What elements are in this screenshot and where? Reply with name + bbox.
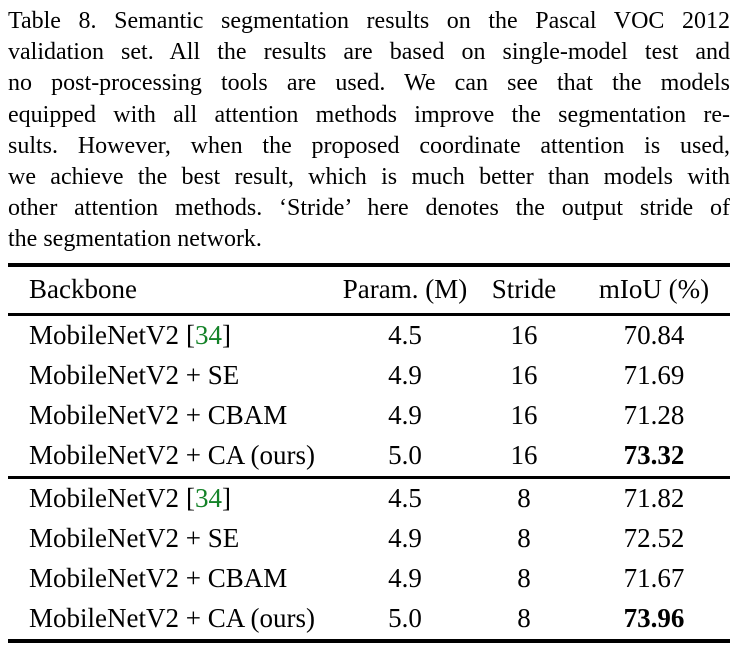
table-row: MobileNetV2 + SE 4.9 16 71.69: [8, 356, 730, 396]
caption-line: other attention methods. ‘Stride’ here d…: [8, 195, 730, 222]
miou-cell: 71.28: [623, 400, 685, 430]
table-rule-bottom: [8, 638, 730, 643]
header-param: Param. (M): [342, 274, 468, 304]
table-row: MobileNetV2 + CA (ours) 5.0 8 73.96: [8, 599, 730, 639]
citation-link[interactable]: [34]: [186, 483, 231, 513]
table-header-row: Backbone Param. (M) Stride mIoU (%): [8, 267, 730, 313]
backbone-name: MobileNetV2 + CBAM: [29, 400, 288, 430]
miou-cell: 71.67: [623, 563, 685, 593]
backbone-name: MobileNetV2 + SE: [29, 360, 240, 390]
backbone-cell: MobileNetV2 + SE: [8, 523, 340, 554]
backbone-name: MobileNetV2 + CA (ours): [29, 603, 315, 633]
table-row: MobileNetV2 [34] 4.5 8 71.82: [8, 479, 730, 519]
param-cell: 4.9: [388, 523, 422, 553]
param-cell: 4.5: [388, 320, 422, 350]
citation-bracket-open: [: [185, 483, 195, 513]
miou-cell: 72.52: [623, 523, 685, 553]
citation-bracket-close: ]: [221, 320, 231, 350]
table-row: MobileNetV2 + CBAM 4.9 8 71.67: [8, 559, 730, 599]
backbone-name: MobileNetV2: [29, 320, 179, 350]
table-rule-mid: [8, 475, 730, 479]
backbone-cell: MobileNetV2 + SE: [8, 360, 340, 391]
param-cell: 4.9: [388, 400, 422, 430]
stride-cell: 16: [510, 360, 538, 390]
backbone-cell: MobileNetV2 [34]: [8, 483, 340, 514]
miou-cell: 73.96: [623, 603, 685, 633]
caption-line: we achieve the best result, which is muc…: [8, 163, 730, 190]
results-table: Backbone Param. (M) Stride mIoU (%) Mobi…: [8, 262, 730, 643]
stride-cell: 8: [517, 563, 531, 593]
backbone-name: MobileNetV2 + CBAM: [29, 563, 288, 593]
backbone-cell: MobileNetV2 [34]: [8, 320, 340, 351]
citation-bracket-open: [: [185, 320, 195, 350]
citation-link[interactable]: [34]: [186, 320, 231, 350]
miou-cell: 73.32: [623, 440, 685, 470]
table-row: MobileNetV2 + CBAM 4.9 16 71.28: [8, 396, 730, 436]
backbone-name: MobileNetV2: [29, 483, 179, 513]
param-cell: 5.0: [388, 603, 422, 633]
stride-cell: 16: [510, 320, 538, 350]
backbone-cell: MobileNetV2 + CBAM: [8, 563, 340, 594]
header-backbone: Backbone: [29, 274, 137, 304]
miou-cell: 71.82: [623, 483, 685, 513]
backbone-cell: MobileNetV2 + CBAM: [8, 400, 340, 431]
param-cell: 4.9: [388, 360, 422, 390]
caption-line: equipped with all attention methods impr…: [8, 101, 730, 128]
caption-line: validation set. All the results are base…: [8, 39, 730, 66]
param-cell: 4.5: [388, 483, 422, 513]
backbone-cell: MobileNetV2 + CA (ours): [8, 440, 340, 471]
table-rule-top: [8, 262, 730, 267]
table-row: MobileNetV2 + CA (ours) 5.0 16 73.32: [8, 436, 730, 476]
stride-cell: 16: [510, 440, 538, 470]
backbone-name: MobileNetV2 + SE: [29, 523, 240, 553]
backbone-cell: MobileNetV2 + CA (ours): [8, 603, 340, 634]
table-group-stride16: MobileNetV2 [34] 4.5 16 70.84 MobileNetV2…: [8, 316, 730, 476]
miou-cell: 70.84: [623, 320, 685, 350]
backbone-name: MobileNetV2 + CA (ours): [29, 440, 315, 470]
caption-line: Table 8. Semantic segmentation results o…: [8, 8, 730, 34]
table-row: MobileNetV2 [34] 4.5 16 70.84: [8, 316, 730, 356]
miou-cell: 71.69: [623, 360, 685, 390]
citation-bracket-close: ]: [221, 483, 231, 513]
stride-cell: 16: [510, 400, 538, 430]
table-caption: Table 8. Semantic segmentation results o…: [8, 6, 730, 256]
table-rule-header: [8, 312, 730, 316]
citation-number: 34: [194, 483, 222, 513]
table-group-stride8: MobileNetV2 [34] 4.5 8 71.82 MobileNetV2 …: [8, 479, 730, 639]
stride-cell: 8: [517, 523, 531, 553]
stride-cell: 8: [517, 483, 531, 513]
caption-line: no post-processing tools are used. We ca…: [8, 70, 730, 97]
param-cell: 4.9: [388, 563, 422, 593]
caption-line: the segmentation network.: [8, 226, 262, 253]
table-row: MobileNetV2 + SE 4.9 8 72.52: [8, 519, 730, 559]
header-miou: mIoU (%): [598, 274, 710, 304]
caption-line: sults. However, when the proposed coordi…: [8, 132, 730, 159]
header-stride: Stride: [491, 274, 557, 304]
citation-number: 34: [194, 320, 222, 350]
param-cell: 5.0: [388, 440, 422, 470]
stride-cell: 8: [517, 603, 531, 633]
